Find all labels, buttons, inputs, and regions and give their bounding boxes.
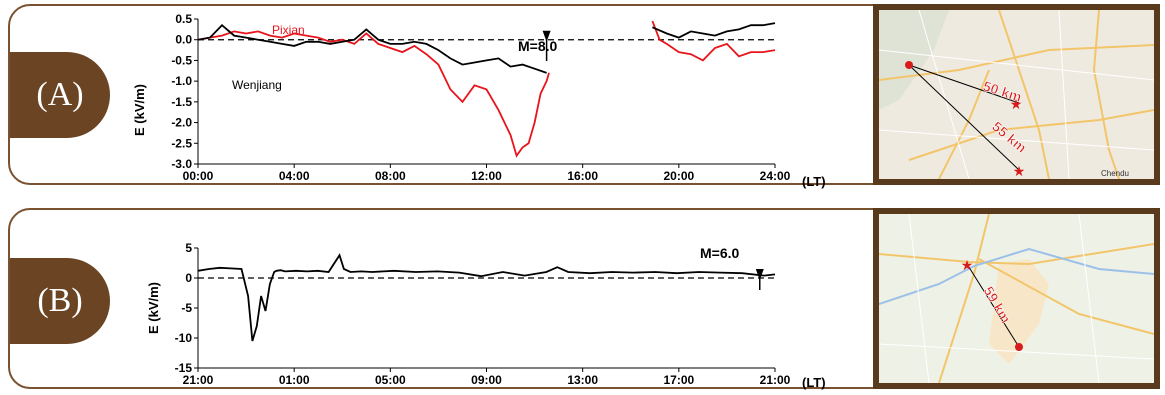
panel-a-tab: (A) [10,52,110,138]
chart-a-x-tick-label: 04:00 [279,169,310,183]
map-b: ★ 59 km [873,208,1160,389]
chart-a-y-tick-label: -3.0 [171,157,192,171]
chart-a-series-0-line [651,20,776,62]
panel-a-label: (A) [36,76,84,113]
chart-b-x-tick-label: 01:00 [279,373,310,387]
chart-a-x-tick-label: 08:00 [375,169,406,183]
chart-a-x-tick-label: 12:00 [471,169,502,183]
chart-b-event-arrowhead [755,269,764,280]
map-a-city-label: Chendu [1101,169,1129,178]
chart-a-series-0-line [197,30,550,158]
chart-a-y-tick-label: -1.5 [171,95,192,109]
chart-a-y-tick-label: -2.0 [171,116,192,130]
chart-b-y-tick-label: -10 [175,331,193,345]
map-a-star-1-icon: ★ [1010,96,1023,112]
chart-a-event-label: M=8.0 [518,38,558,54]
chart-b-x-tick-label: 09:00 [471,373,502,387]
chart-a-series-1-line [197,23,547,74]
chart-a-y-tick-label: -0.5 [171,53,192,67]
chart-b-x-tick-label: 13:00 [567,373,598,387]
chart-b-x-tick-label: 21:00 [183,373,214,387]
chart-b-marks: 21:00 01:00 05:00 09:00 13:00 17:00 21:00 5 0 -5 -… [175,241,791,387]
chart-b-ylabel: E (kV/m) [146,282,161,334]
chart-a-series-label-pixian: Pixian [272,23,305,37]
chart-a-lt-label: (LT) [802,174,826,189]
chart-b-y-tick-label: 0 [185,271,192,285]
map-b-graphic: ★ 59 km [879,214,1154,383]
chart-a-series-label-wenjiang: Wenjiang [232,78,282,92]
panel-b-tab: (B) [10,258,110,344]
chart-b-y-tick-label: -15 [175,361,193,375]
chart-b-series-0-line [197,253,776,342]
chart-a: 00:00 04:00 08:00 12:00 16:00 20:00 24:00 0.5 0.… [132,12,826,189]
chart-b-y-tick-label: 5 [185,241,192,255]
chart-a-x-tick-label: 16:00 [567,169,598,183]
chart-b-lt-label: (LT) [802,375,826,390]
map-a-graphic: ★ ★ 50 km 55 km Chendu [879,10,1154,179]
chart-a-event-arrowhead [542,30,551,42]
chart-a-y-tick-label: 0.5 [175,12,192,26]
chart-a-x-tick-label: 00:00 [183,169,214,183]
map-a: ★ ★ 50 km 55 km Chendu [873,4,1160,185]
chart-b-y-tick-label: -5 [181,301,192,315]
chart-a-y-tick-label: -2.5 [171,136,192,150]
chart-b-x-tick-label: 05:00 [375,373,406,387]
chart-a-x-tick-label: 24:00 [760,169,791,183]
chart-b-x-tick-label: 17:00 [663,373,694,387]
chart-b-event-label: M=6.0 [700,245,740,261]
chart-a-marks: 00:00 04:00 08:00 12:00 16:00 20:00 24:00 0.5 0.… [171,12,790,183]
map-b-star-icon: ★ [961,257,974,273]
chart-a-y-tick-label: -1.0 [171,74,192,88]
chart-b-x-tick-label: 21:00 [760,373,791,387]
chart-b: 21:00 01:00 05:00 09:00 13:00 17:00 21:00 5 0 -5 -… [146,241,826,390]
map-a-star-2-icon: ★ [1013,163,1026,179]
chart-a-y-tick-label: 0.0 [175,33,192,47]
chart-a-ylabel: E (kV/m) [132,84,147,136]
chart-a-series-1-line [652,22,776,39]
chart-a-x-tick-label: 20:00 [663,169,694,183]
panel-b-label: (B) [37,282,83,319]
